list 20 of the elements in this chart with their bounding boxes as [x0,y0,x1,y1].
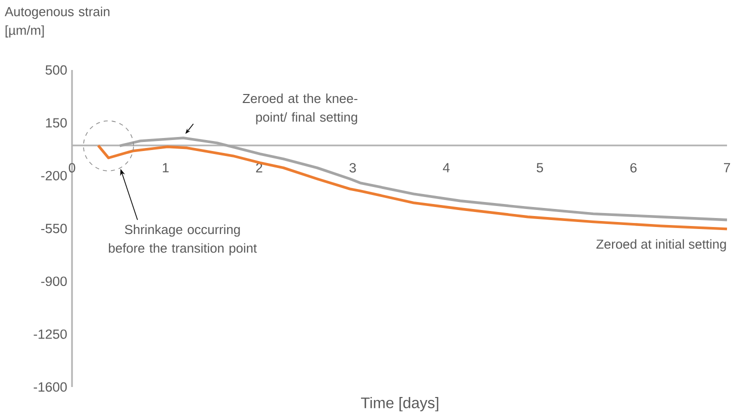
x-tick-label: 1 [162,163,169,172]
y-tick-label: 500 [46,65,67,75]
series-label: Zeroed at the knee-point/ final setting [242,94,358,124]
y-axis-title: Autogenous strain [µm/m] [4,6,110,38]
x-tick-label: 5 [536,163,544,172]
series-label: Zeroed at initial setting [596,239,726,252]
x-tick-label: 7 [724,163,730,172]
annotation: Shrinkage occurring before the transition point [108,224,257,256]
line-series [118,136,728,222]
x-tick-label: 4 [442,163,450,172]
y-tick-label: -1600 [34,382,67,392]
x-axis-title: Time [days] [361,397,438,412]
y-tick-label: -550 [41,224,67,234]
x-tick-label: 3 [350,163,356,173]
x-tick-label: 6 [630,163,637,173]
y-tick-label: -900 [41,276,67,286]
y-tick-label: 150 [46,118,67,128]
y-tick-label: -1250 [34,329,67,339]
y-tick-label: -200 [41,170,67,180]
x-tick-label: 0 [68,163,76,173]
